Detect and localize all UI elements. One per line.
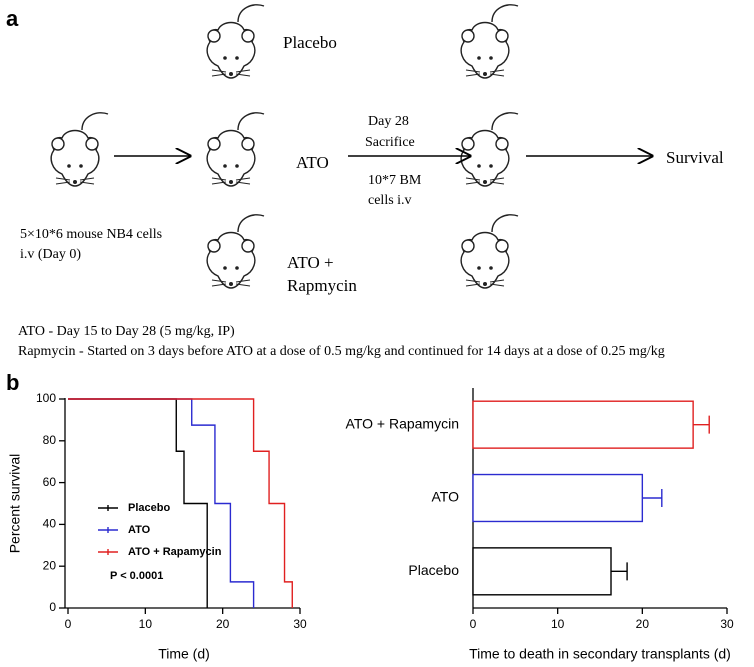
error-bar [693,415,710,434]
note: ATO - Day 15 to Day 28 (5 mg/kg, IP) [18,324,235,339]
category-label: ATO [432,489,460,505]
y-tick-label: 60 [43,475,57,489]
y-tick-label: 0 [49,600,56,614]
y-tick-label: 40 [43,517,57,531]
x-tick-label: 30 [720,617,734,631]
injection-text: i.v (Day 0) [20,247,81,262]
outcome-label: Survival [666,148,724,167]
note: Rapmycin - Started on 3 days before ATO … [18,344,665,359]
x-axis-label: Time to death in secondary transplants (… [469,646,731,662]
mouse-icon [460,4,519,79]
bar [472,547,612,596]
annotation: P < 0.0001 [110,570,163,582]
transfer-text: Sacrifice [365,135,415,150]
group-label: Placebo [283,33,337,52]
panel-label: b [6,370,19,395]
category-label: Placebo [408,562,459,578]
y-tick-label: 100 [36,391,56,405]
x-tick-label: 0 [470,617,477,631]
y-tick-label: 20 [43,558,57,572]
legend-label: ATO + Rapamycin [128,546,222,558]
x-tick-label: 20 [216,617,230,631]
survival-line [68,398,293,608]
injection-text: 5×10*6 mouse NB4 cells [20,227,162,242]
mouse-icon [206,4,265,79]
group-label: ATO + [287,253,334,272]
x-tick-label: 10 [551,617,565,631]
transfer-text: cells i.v [368,193,412,208]
x-tick-label: 30 [293,617,307,631]
x-tick-label: 20 [636,617,650,631]
mouse-icon [50,112,109,187]
transfer-text: Day 28 [368,114,409,129]
y-axis-label: Percent survival [7,454,23,554]
bar [472,473,644,523]
group-label: Rapmycin [287,276,357,295]
error-bar [642,489,663,507]
error-bar [611,562,628,581]
survival-line [68,398,255,608]
mouse-icon [206,214,265,289]
mouse-icon [460,214,519,289]
transfer-text: 10*7 BM [368,173,422,188]
legend-label: ATO [128,524,151,536]
mouse-icon [206,112,265,187]
mouse-icon [460,112,519,187]
category-label: ATO + Rapamycin [346,415,459,431]
x-tick-label: 10 [139,617,153,631]
x-axis-label: Time (d) [158,646,210,662]
bar [472,400,694,449]
group-label: ATO [296,153,329,172]
x-tick-label: 0 [65,617,72,631]
panel-label: a [6,6,19,31]
y-tick-label: 80 [43,433,57,447]
legend-label: Placebo [128,502,170,514]
